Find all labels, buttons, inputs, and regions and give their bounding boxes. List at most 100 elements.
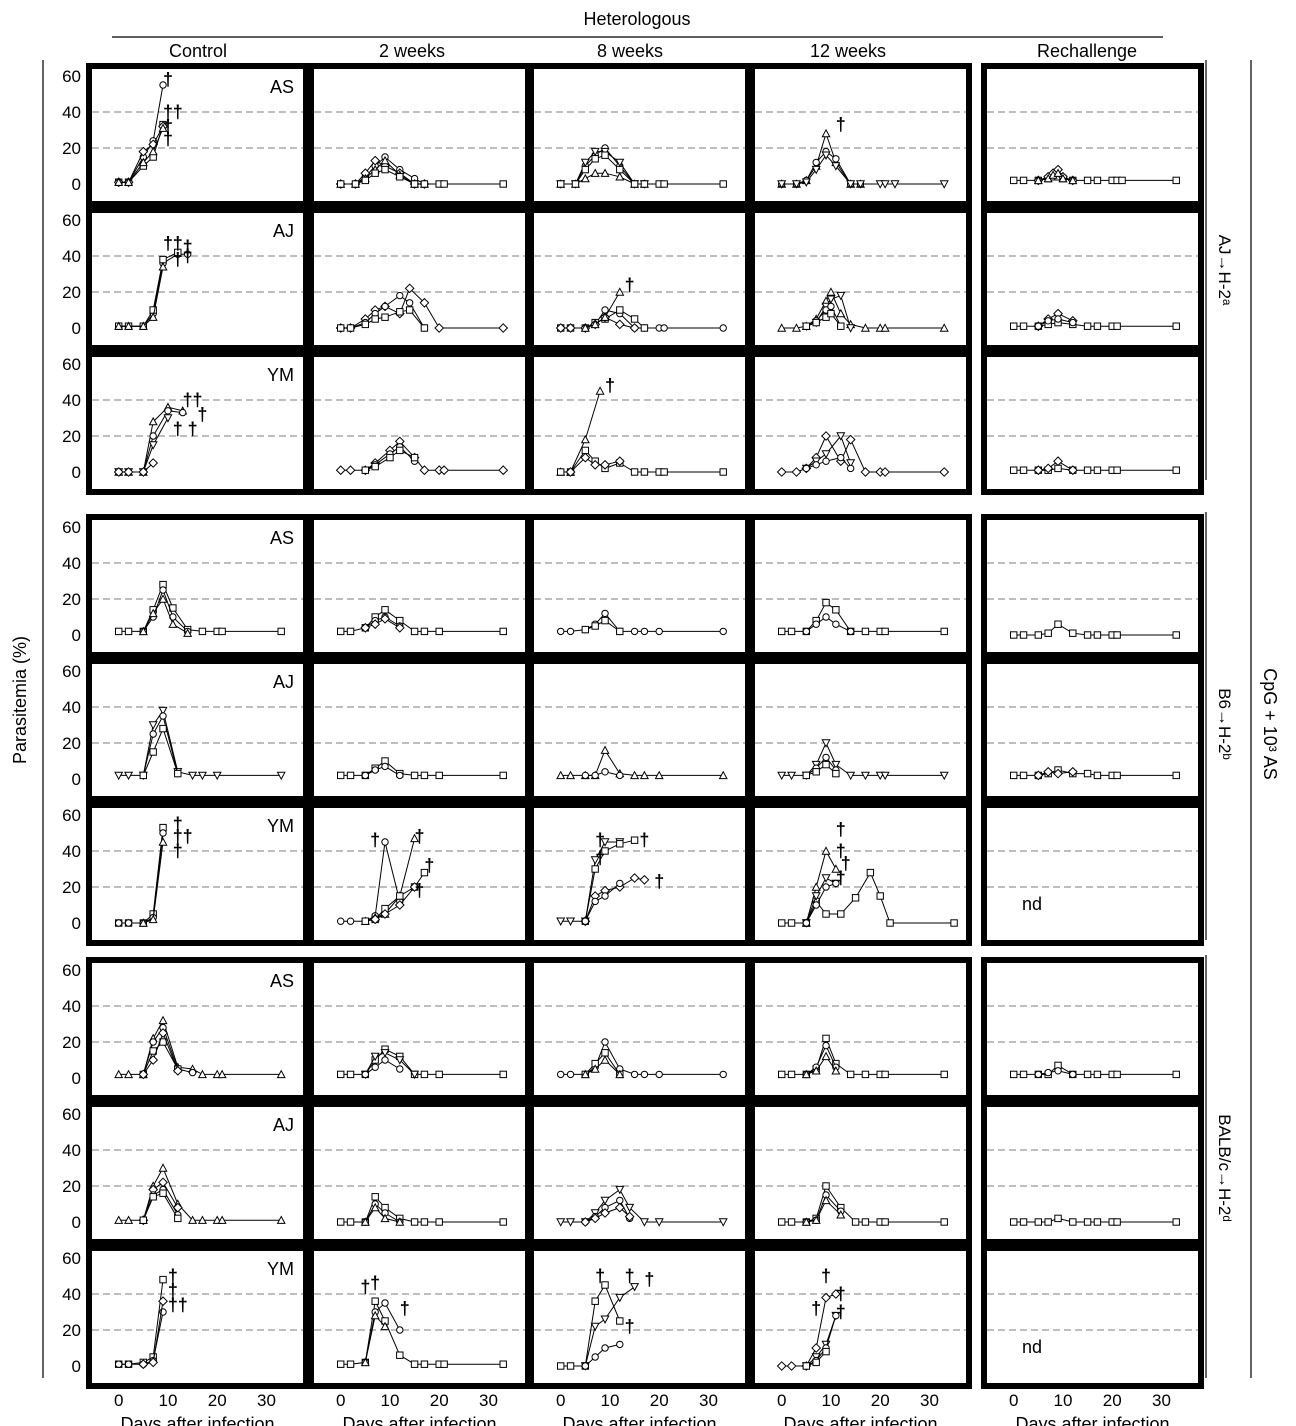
data-point [420, 1360, 429, 1368]
data-point [158, 1015, 168, 1025]
data-point [124, 919, 133, 927]
data-point [845, 434, 856, 445]
data-point [360, 622, 371, 633]
data-point [370, 1310, 380, 1320]
data-point [420, 324, 429, 332]
death-marker: † [173, 250, 183, 270]
data-point [159, 1189, 167, 1197]
y-tick-label: 60 [62, 355, 81, 374]
data-point [776, 467, 787, 477]
data-point [886, 919, 894, 927]
panel-frame [749, 658, 972, 802]
panel-label: AJ [273, 1115, 294, 1135]
data-point [801, 178, 811, 187]
y-tick-label: 20 [62, 1321, 81, 1340]
data-point [822, 1347, 830, 1356]
data-point [616, 1317, 624, 1325]
data-point [629, 873, 640, 883]
death-marker: † [639, 830, 649, 850]
data-point [860, 467, 871, 477]
data-point [600, 459, 610, 470]
death-marker: † [183, 390, 193, 410]
data-point [776, 1361, 787, 1371]
data-point [499, 1218, 507, 1226]
data-point [381, 165, 389, 174]
y-tick-label: 20 [62, 1033, 81, 1052]
data-point [345, 465, 356, 476]
data-point [831, 1066, 841, 1075]
data-point [590, 319, 600, 329]
data-point [831, 864, 841, 873]
series-line-1 [118, 251, 179, 327]
data-point [719, 468, 727, 476]
data-point [115, 919, 123, 927]
data-point [1093, 1218, 1102, 1226]
data-point [719, 627, 727, 636]
data-point [371, 1063, 379, 1071]
panel-label: AJ [273, 672, 294, 692]
data-point [866, 868, 875, 877]
death-marker: † [836, 868, 846, 888]
data-point [158, 123, 168, 132]
data-point [1033, 770, 1044, 781]
series-line-3 [805, 882, 837, 924]
data-point [615, 287, 625, 296]
data-point [380, 1321, 390, 1331]
data-point [614, 456, 625, 467]
data-point [802, 322, 811, 330]
column-title-2-weeks: 2 weeks [379, 41, 445, 61]
data-point [1033, 465, 1044, 476]
data-point [565, 467, 576, 477]
data-point [114, 177, 124, 186]
data-point [821, 739, 831, 748]
data-point [1172, 771, 1180, 780]
data-point [630, 836, 639, 844]
data-point [811, 165, 821, 175]
panel-frame [86, 1245, 309, 1389]
panel-frame [86, 207, 309, 351]
data-point [394, 622, 405, 633]
death-marker: † [841, 854, 851, 874]
series-line-0 [781, 871, 955, 924]
data-point [802, 627, 811, 636]
data-point [590, 1064, 600, 1073]
series-line-1 [118, 832, 164, 924]
data-point [395, 1056, 405, 1065]
data-point [787, 627, 796, 636]
data-point [337, 1218, 345, 1226]
death-marker: † [163, 129, 173, 149]
data-point [158, 706, 168, 716]
data-point [939, 180, 949, 189]
data-point [851, 1218, 860, 1226]
data-point [1093, 1070, 1102, 1079]
series-line-0 [781, 601, 945, 632]
series-line-2 [584, 1343, 620, 1367]
data-point [822, 1034, 830, 1043]
data-point [601, 616, 609, 625]
data-point [801, 1217, 811, 1226]
x-tick-label: 30 [257, 1391, 276, 1410]
data-point [159, 829, 167, 837]
series-line-0 [781, 1184, 945, 1223]
data-point [591, 1297, 599, 1305]
data-point [499, 627, 507, 636]
series-line-1 [365, 765, 401, 776]
column-title-rechallenge: Rechallenge [1037, 41, 1137, 61]
y-tick-label: 0 [72, 1213, 81, 1232]
data-point [822, 1041, 830, 1050]
data-point [660, 324, 668, 332]
series-line-3 [142, 1192, 179, 1221]
data-point [580, 158, 590, 168]
group-label-balbc-h2d: BALB/c→H-2ᵈ [1215, 1114, 1234, 1222]
data-point [1034, 631, 1043, 639]
data-point [580, 173, 590, 183]
data-point [380, 1213, 390, 1223]
data-point [600, 312, 610, 321]
data-point [591, 897, 599, 906]
data-point [138, 1069, 149, 1080]
data-point [591, 622, 599, 630]
data-point [822, 753, 830, 762]
panel-frame [749, 1101, 972, 1245]
data-point [396, 1065, 404, 1073]
data-point [1067, 465, 1078, 476]
